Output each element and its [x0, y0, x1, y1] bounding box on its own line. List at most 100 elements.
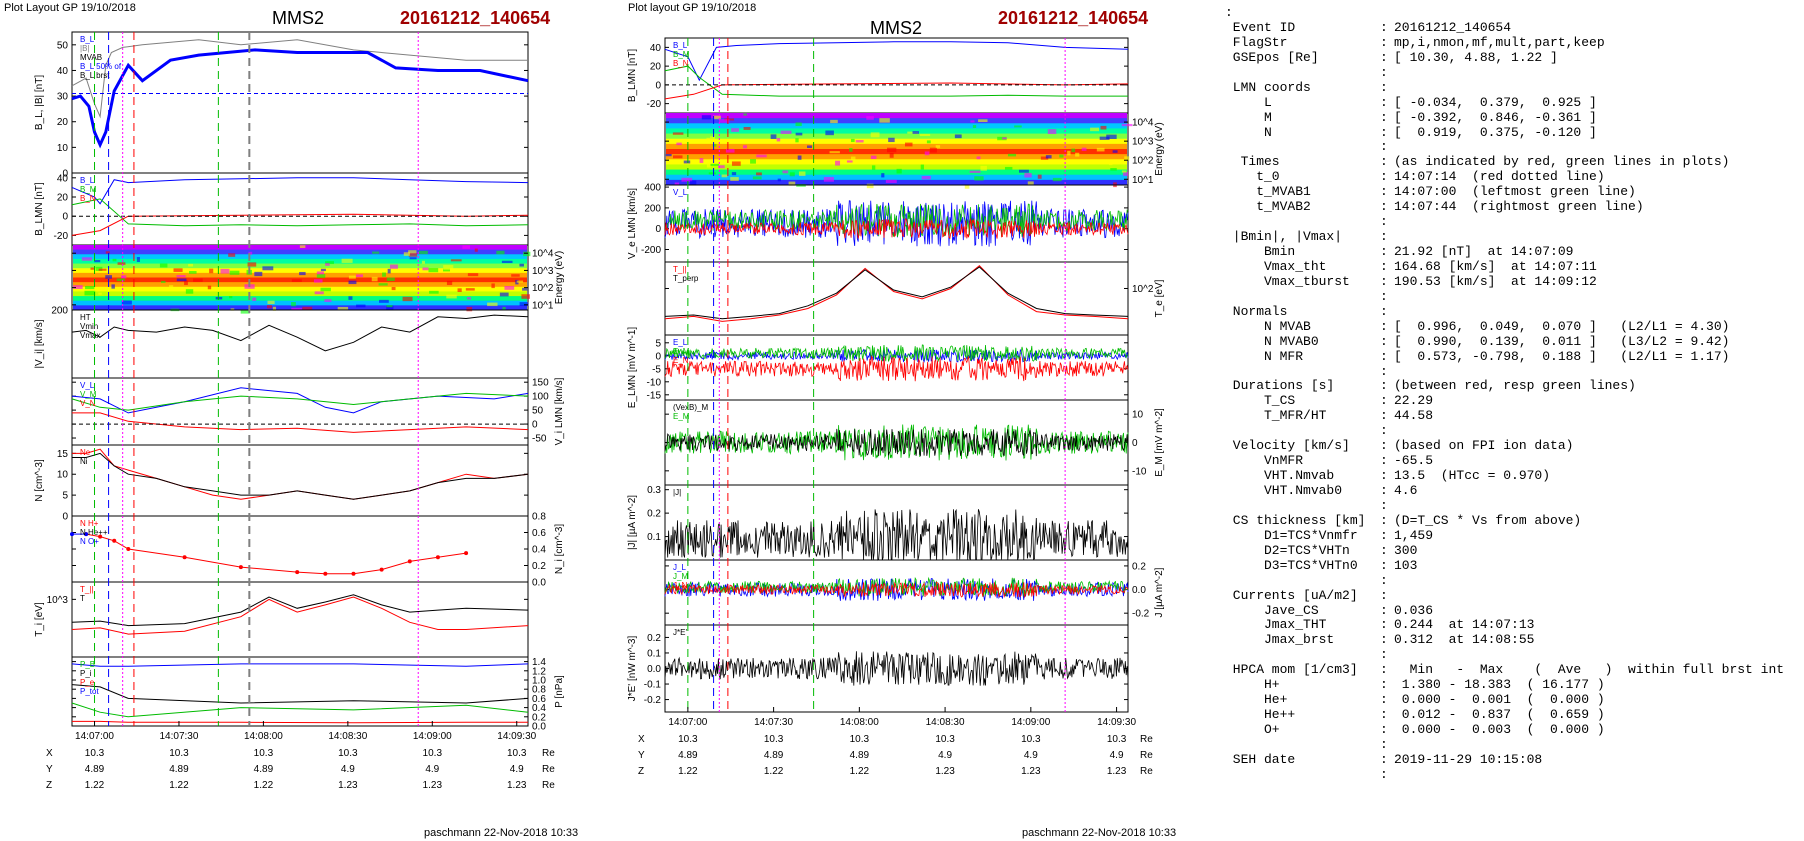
y-tick-label: 0.4	[532, 545, 546, 556]
spectrogram-speckle	[1123, 172, 1129, 176]
info-row: Vmax_tburst:190.53 [km/s] at 14:09:12	[1225, 275, 1800, 290]
spectrogram-speckle	[496, 250, 505, 255]
position-value: 1.22	[254, 780, 274, 791]
spectrogram-speckle	[795, 132, 803, 136]
series-line	[664, 508, 1129, 561]
spectrogram-speckle	[403, 252, 410, 256]
y-tick-label: 0.1	[647, 532, 661, 543]
legend-entry: P_tot	[80, 687, 99, 696]
spectrogram-speckle	[378, 283, 388, 286]
spectrogram-speckle	[919, 133, 931, 137]
legend-entry: |B|	[80, 44, 90, 53]
info-colon: :	[1380, 573, 1388, 588]
spectrogram-speckle	[193, 278, 203, 282]
series-line	[71, 596, 529, 635]
info-row: D2=TCS*VHTn:300	[1225, 544, 1800, 559]
position-value: 4.89	[254, 764, 274, 775]
y-axis-label: N_i [cm^-3]	[554, 524, 565, 574]
info-row: Jmax_THT:0.244 at 14:07:13	[1225, 618, 1800, 633]
spectrogram-speckle	[105, 251, 110, 254]
spectrogram-speckle	[743, 113, 747, 116]
info-key: O+	[1225, 723, 1280, 737]
spectrogram-speckle	[829, 151, 840, 154]
spectrogram-speckle	[683, 160, 691, 164]
spectrogram-band	[73, 282, 527, 288]
info-colon: :	[1380, 65, 1388, 80]
subplot-frame	[71, 377, 529, 446]
y-tick-label: 0.8	[532, 685, 546, 696]
spectrogram-speckle	[467, 273, 479, 277]
info-value: 2019-11-29 10:15:08	[1394, 752, 1543, 767]
info-row: :	[1225, 574, 1800, 589]
info-key	[1225, 140, 1380, 155]
y-tick-label: 0.8	[532, 512, 546, 523]
info-row: :	[1225, 140, 1800, 155]
y-tick-label: -10	[1132, 466, 1147, 477]
info-key: SEH date	[1225, 752, 1296, 767]
spectrogram-speckle	[121, 275, 127, 279]
spectrogram-speckle	[731, 161, 741, 166]
series-line	[664, 266, 1129, 320]
info-value: 0.312 at 14:08:55	[1394, 633, 1535, 648]
spectrogram-speckle	[348, 275, 356, 279]
spectrogram-speckle	[770, 134, 777, 139]
position-value: 1.22	[85, 780, 105, 791]
legend-entry: B_L 50% of	[80, 62, 122, 71]
position-value: 4.89	[764, 750, 784, 761]
spectrogram-speckle	[443, 265, 454, 270]
position-value: 10.3	[254, 748, 274, 759]
y-tick-label: 10^2	[1132, 284, 1154, 295]
spectrogram-speckle	[1024, 172, 1032, 178]
spectrogram-band	[73, 296, 527, 302]
y-axis-label: Energy (eV)	[554, 251, 565, 304]
spectrogram-speckle	[356, 304, 366, 308]
series-line	[664, 203, 1129, 237]
right-layout-label: Plot layout GP 19/10/2018	[628, 2, 757, 14]
spectrogram-speckle	[896, 168, 902, 174]
info-row: FlagStr: mp,i,nmon,mf,mult,part,keep	[1225, 36, 1800, 51]
position-value: 10.3	[1107, 734, 1127, 745]
subplot: -20 0 20 40 B_LMN [nT] B_LB_MB_N	[34, 172, 529, 246]
series-marker	[70, 532, 74, 537]
position-value: 4.89	[169, 764, 189, 775]
info-key: Currents [uA/m2]	[1225, 588, 1358, 603]
spectrogram-speckle	[912, 131, 919, 134]
info-value: 190.53 [km/s] at 14:09:12	[1394, 274, 1597, 289]
info-row: Currents [uA/m2]:	[1225, 589, 1800, 604]
info-row: VHT.Nmvab0:4.6	[1225, 484, 1800, 499]
spectrogram-speckle	[382, 272, 386, 277]
position-value: 4.89	[678, 750, 698, 761]
info-key	[1225, 499, 1380, 514]
spectrogram-speckle	[756, 172, 762, 176]
info-key: M	[1225, 110, 1272, 125]
series-line	[664, 651, 1129, 686]
y-axis-label: T_i [eV]	[34, 602, 45, 637]
y-tick-label: 15	[57, 449, 69, 460]
spectrogram-speckle	[314, 291, 324, 295]
x-tick-label: 14:08:00	[840, 717, 879, 728]
info-key: Times	[1225, 155, 1280, 170]
spectrogram-speckle	[519, 302, 529, 306]
series-line	[71, 663, 529, 667]
subplot-frame	[71, 172, 529, 246]
position-row-label: X	[638, 734, 645, 745]
spectrogram-speckle	[316, 274, 326, 278]
spectrogram-speckle	[1002, 137, 1007, 140]
legend-entry: P_B	[80, 660, 95, 669]
spectrogram-speckle	[777, 178, 781, 182]
spectrogram-speckle	[521, 294, 530, 299]
y-axis-label: V_e LMN [km/s]	[627, 188, 638, 259]
spectrogram-speckle	[1047, 129, 1057, 135]
info-value: 13.5 (HTcc = 0.970)	[1394, 469, 1551, 484]
info-value: 1,459	[1394, 528, 1434, 543]
spectrogram-band	[73, 254, 527, 260]
legend-entry: J_N	[673, 581, 687, 590]
spectrogram-speckle	[921, 175, 931, 180]
y-tick-label: -20	[647, 99, 662, 110]
series-line	[664, 581, 1129, 599]
subplot-frame	[71, 309, 529, 379]
info-key	[1225, 66, 1380, 81]
info-value: 14:07:14 (red dotted line)	[1394, 170, 1605, 185]
legend-entry: E_N	[673, 356, 689, 365]
spectrogram-band	[666, 159, 1127, 165]
